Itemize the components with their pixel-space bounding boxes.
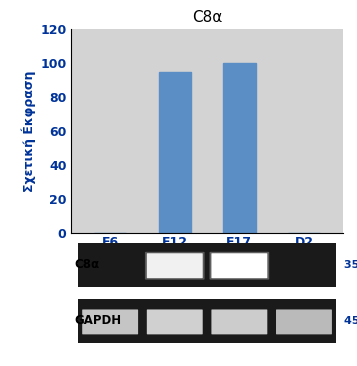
FancyBboxPatch shape [147,310,203,335]
Y-axis label: Σχετική Éκφραση: Σχετική Éκφραση [22,70,36,192]
FancyBboxPatch shape [147,253,203,278]
Bar [159,72,191,233]
Text: 358 bp: 358 bp [345,259,357,270]
FancyBboxPatch shape [82,310,138,335]
Title: C8α: C8α [192,10,222,25]
Bar [78,299,336,343]
Text: C8α: C8α [74,258,99,271]
FancyBboxPatch shape [211,310,267,335]
FancyBboxPatch shape [210,252,269,280]
FancyBboxPatch shape [145,252,205,280]
FancyBboxPatch shape [211,253,267,278]
Text: 450 bp: 450 bp [345,316,357,326]
FancyBboxPatch shape [276,310,332,335]
Bar [78,243,336,287]
X-axis label: Αναπτυξιακό Στάδιο: Αναπτυξιακό Στάδιο [136,250,278,263]
Bar [223,63,256,233]
Text: GAPDH: GAPDH [74,314,121,327]
